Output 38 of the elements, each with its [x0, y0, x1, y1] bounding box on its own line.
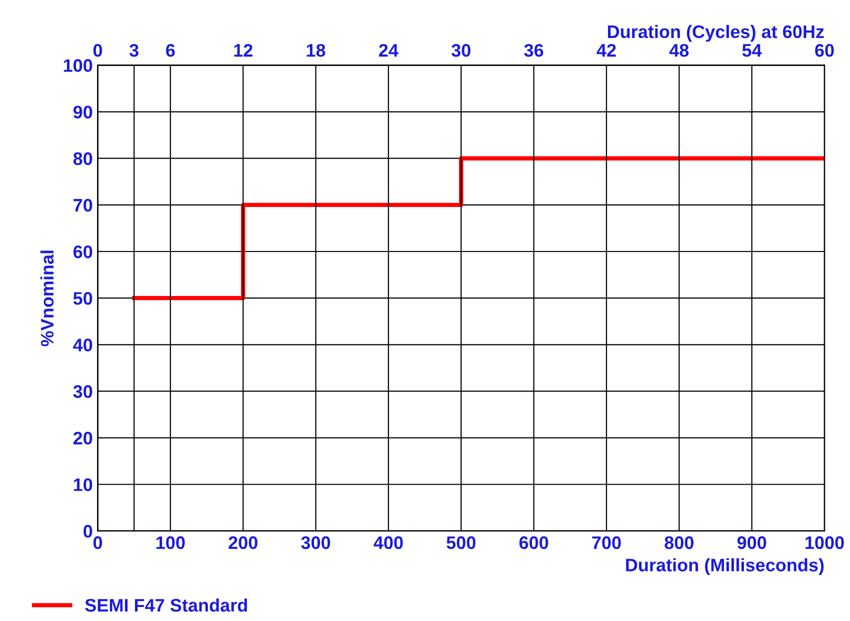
- x2-tick-label: 54: [742, 44, 762, 57]
- x2-tick-label: 36: [524, 44, 544, 57]
- x2-tick-label: 12: [234, 44, 252, 57]
- x-tick-label: 0: [93, 536, 102, 550]
- x2-tick-label: 0: [93, 44, 102, 57]
- x-tick-label: 200: [228, 536, 258, 550]
- x-tick-label: 400: [374, 536, 403, 550]
- x-tick-label: 100: [156, 536, 185, 550]
- x2-tick-label: 30: [452, 44, 470, 57]
- x2-tick-label: 18: [306, 44, 326, 57]
- y-tick-label: 90: [73, 106, 92, 118]
- y-tick-label: 100: [64, 59, 92, 72]
- x2-tick-label: 60: [815, 44, 834, 57]
- x-tick-label: 800: [664, 536, 694, 550]
- y-tick-label: 40: [73, 338, 92, 352]
- x2-tick-label: 6: [166, 44, 175, 57]
- x-tick-label: 700: [592, 536, 621, 550]
- y-tick-label: 30: [73, 385, 92, 398]
- x-tick-label: 500: [446, 536, 476, 550]
- x-tick-label: 900: [737, 536, 766, 550]
- x-tick-label: 1000: [806, 536, 844, 550]
- legend-label: SEMI F47 Standard: [85, 598, 247, 612]
- x2-tick-label: 42: [596, 44, 616, 57]
- x2-tick-label: 48: [669, 44, 689, 57]
- y-axis-title: %Vnominal: [40, 250, 54, 346]
- x-axis-title: Duration (Milliseconds): [626, 558, 824, 576]
- y-tick-label: 50: [73, 292, 92, 305]
- x2-tick-label: 3: [129, 44, 138, 57]
- x-tick-label: 300: [301, 536, 330, 550]
- x2-axis-title: Duration (Cycles) at 60Hz: [608, 24, 824, 42]
- x-tick-label: 600: [519, 536, 548, 550]
- y-tick-label: 70: [74, 198, 92, 212]
- y-tick-label: 20: [73, 432, 92, 445]
- y-tick-label: 0: [84, 524, 92, 538]
- y-tick-label: 80: [73, 152, 92, 166]
- x2-tick-label: 24: [379, 44, 398, 57]
- y-tick-label: 10: [74, 478, 92, 492]
- y-tick-label: 60: [73, 245, 92, 258]
